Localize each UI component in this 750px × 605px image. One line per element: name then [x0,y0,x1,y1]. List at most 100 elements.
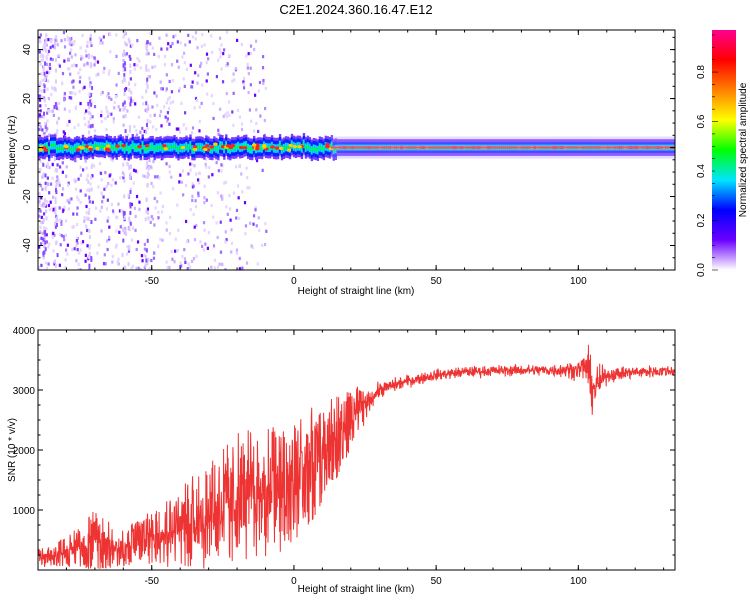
spectrogram-streak-cell [45,33,48,38]
spectrogram-noise-cell [50,40,53,44]
spectrogram-band-core [73,146,77,150]
spectrogram-noise-cell [71,80,74,84]
spectrogram-noise-cell [85,204,88,209]
spectrogram-noise-cell [230,250,233,254]
spectrogram-noise-cell [200,61,203,65]
spectrogram-noise-cell [108,225,111,229]
spectrogram-noise-cell [45,240,49,244]
spectrogram-noise-cell [125,252,129,256]
spectrogram-streak-cell [146,49,149,54]
spectrogram-noise-cell [157,55,160,59]
spectrogram-noise-cell [65,165,68,169]
spectrogram-noise-cell [205,61,208,65]
spectrogram-noise-cell [75,239,78,243]
spectrogram-noise-cell [102,70,105,74]
spectrogram-noise-cell [150,258,153,263]
spectrogram-noise-cell [60,39,63,43]
spectrogram-noise-cell [183,247,186,252]
spectrogram-noise-cell [83,116,86,120]
spectrogram-noise-cell [110,112,113,116]
spectrogram-noise-cell [45,227,48,231]
spectrogram-noise-cell [117,202,120,206]
spectrogram-noise-cell [43,121,47,126]
spectrogram-noise-cell [53,233,56,237]
spectrogram-noise-cell [246,62,249,67]
spectrogram-noise-cell [123,231,126,235]
spectrogram-noise-cell [151,125,155,129]
spectrogram-noise-cell [55,214,58,218]
spectrogram-streak-cell [89,99,92,104]
spectrogram-noise-cell [189,63,192,67]
spectrogram-noise-cell [39,122,42,126]
spectrogram-noise-cell [181,254,184,258]
spectrogram-streak-cell [55,35,58,40]
spectrogram-band-core [268,146,272,150]
spectrogram-streak-cell [88,228,91,233]
spectrogram-noise-cell [117,71,120,76]
spectrogram-noise-cell [44,125,47,129]
spectrogram-noise-cell [264,222,267,226]
spectrogram-noise-cell [78,80,82,84]
spectrogram-streak-cell [129,164,132,169]
spectrogram-noise-cell [108,235,111,239]
spectrogram-noise-cell [221,80,225,84]
spectrogram-noise-cell [259,114,262,118]
spectrogram-band-core [57,147,61,150]
spectrogram-streak-cell [146,118,149,123]
spectrogram-noise-cell [86,216,89,220]
spectrogram-noise-cell [224,268,227,270]
spectrogram-noise-cell [160,87,163,91]
spectrogram-peak [251,143,257,147]
spectrogram-noise-cell [73,125,76,130]
spectrogram-noise-cell [249,66,252,70]
spectrogram-noise-cell [106,219,109,223]
spectrogram-noise-cell [225,30,229,34]
spectrogram-noise-cell [115,229,118,233]
spectrogram-noise-cell [191,194,194,198]
spectrogram-noise-cell [60,233,63,238]
spectrogram-noise-cell [118,209,122,213]
spectrogram-halo [330,136,675,159]
spectrogram-streak-cell [44,61,47,66]
spectrogram-noise-cell [77,262,80,266]
spectrogram-peak [105,147,110,151]
spectrogram-noise-cell [75,64,78,68]
spectrogram-noise-cell [106,94,109,98]
spectrogram-noise-cell [165,221,168,225]
spectrogram-noise-cell [177,89,181,93]
spectrogram-band-core [187,146,190,150]
spectrogram-noise-cell [193,106,196,110]
spectrogram-noise-cell [179,265,182,269]
spectrogram-noise-cell [116,216,119,220]
spectrogram-band-core [119,143,123,147]
spectrogram-noise-cell [51,235,54,239]
spectrogram-noise-cell [39,167,42,171]
spectrogram-frame [37,29,676,271]
spectrogram-noise-cell [207,57,210,61]
spectrogram-noise-cell [38,98,42,102]
spectrogram-noise-cell [51,195,55,199]
spectrogram-noise-cell [42,212,46,216]
spectrogram-noise-cell [116,260,119,264]
spectrogram-noise-cell [84,62,87,67]
spectrogram-noise-cell [153,223,156,227]
spectrogram-band-core [113,145,117,149]
spectrogram-noise-cell [174,249,177,253]
spectrogram-noise-cell [203,201,206,205]
spectrogram-noise-cell [49,45,52,50]
spectrogram-noise-cell [52,113,55,117]
spectrogram-noise-cell [93,104,97,109]
spectrogram-noise-cell [39,104,42,108]
spectrogram-noise-cell [58,53,61,57]
spectrogram-noise-cell [200,101,203,106]
spectrogram-noise-cell [96,251,99,255]
spectrogram-noise-cell [47,182,50,187]
spectrogram-y-tick-label: 0 [22,144,33,150]
spectrogram-noise-cell [221,262,224,266]
spectrogram-noise-cell [161,87,164,91]
spectrogram-streak-cell [45,38,48,43]
spectrogram-streak-cell [87,254,90,259]
spectrogram-noise-cell [129,44,132,48]
spectrogram-noise-cell [79,173,83,177]
spectrogram-noise-cell [243,76,246,81]
